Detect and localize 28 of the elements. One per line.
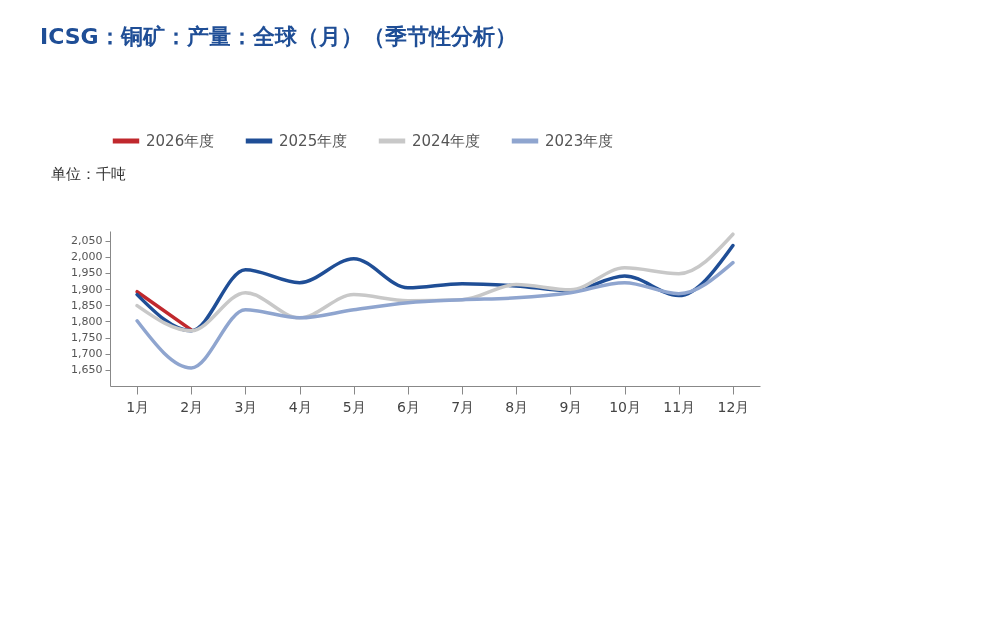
y-tick-label: 1,750 [71, 331, 103, 345]
y-tick-label: 1,850 [71, 298, 103, 312]
legend-label: 2025年度 [279, 132, 348, 150]
x-tick-label: 5月 [342, 398, 366, 415]
x-tick-label: 12月 [717, 398, 750, 415]
legend-label: 2024年度 [412, 132, 481, 150]
x-tick-label: 1月 [126, 398, 150, 415]
x-tick-label: 6月 [396, 398, 420, 415]
y-tick-label: 2,050 [71, 234, 103, 248]
y-tick-label: 1,700 [71, 347, 103, 361]
x-tick-label: 11月 [663, 398, 696, 415]
chart-title: ICSG：铜矿：产量：全球（月）（季节性分析） [39, 23, 518, 51]
x-tick-label: 8月 [505, 398, 529, 415]
y-tick-label: 2,000 [71, 250, 103, 264]
x-tick-label: 4月 [288, 398, 312, 415]
legend-label: 2023年度 [545, 132, 614, 150]
y-axis-title: 单位：千吨 [50, 164, 126, 183]
x-tick-label: 10月 [609, 398, 641, 415]
line-series [135, 260, 735, 370]
y-tick-label: 1,800 [71, 314, 103, 328]
x-tick-label: 2月 [180, 398, 204, 415]
y-tick-label: 1,900 [71, 282, 103, 296]
y-tick-label: 1,950 [71, 266, 103, 280]
x-tick-label: 3月 [234, 398, 258, 415]
x-tick-label: 9月 [559, 398, 583, 415]
legend-label: 2026年度 [146, 132, 215, 150]
x-tick-label: 7月 [451, 398, 475, 415]
y-tick-label: 1,650 [71, 363, 103, 377]
